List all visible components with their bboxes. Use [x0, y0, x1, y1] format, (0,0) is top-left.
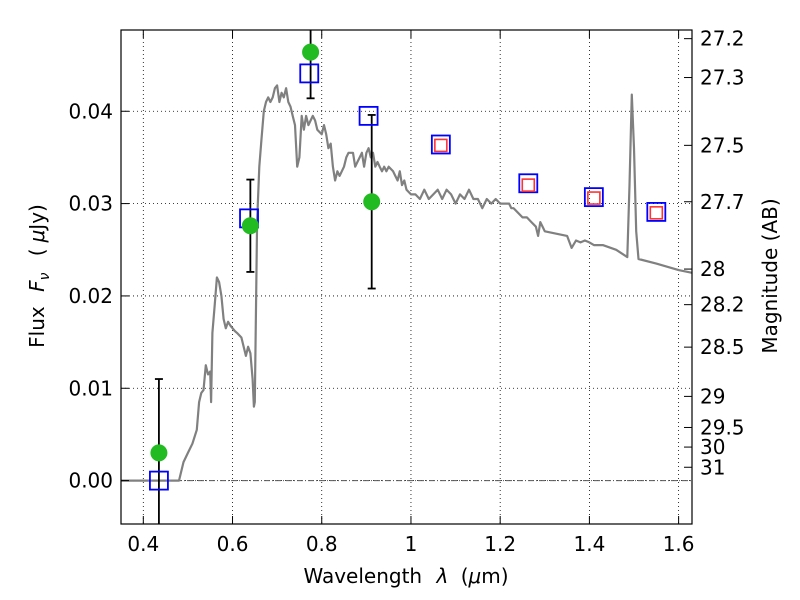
x-axis-label-unit-open: (	[461, 564, 469, 588]
magnitude-tick-label: 29.5	[700, 415, 745, 439]
predicted-flux-marker	[587, 191, 601, 205]
predicted-flux-layer	[434, 138, 664, 220]
y-axis-label-subscript: ν	[37, 272, 53, 280]
y-axis-label-symbol: F	[25, 280, 49, 292]
y-axis-label-unit-mu: μ	[25, 230, 49, 244]
magnitude-tick-label: 27.5	[700, 133, 745, 157]
x-tick-label: 0.8	[306, 532, 338, 556]
magnitude-axis-label: Magnitude (AB)	[758, 198, 782, 353]
model-flux-marker	[358, 105, 379, 126]
x-axis-ticks: 0.4 0.6 0.8 1 1.2 1.4 1.6	[127, 30, 695, 556]
x-axis-label-unit-mu: μ	[468, 564, 482, 588]
predicted-flux-marker	[649, 206, 664, 220]
x-axis-label-symbol: λ	[435, 564, 448, 588]
magnitude-tick-label: 28	[700, 257, 725, 281]
x-axis-label-unit-rest: m)	[481, 564, 508, 588]
magnitude-tick-label: 27.7	[700, 190, 745, 214]
x-tick-label: 1.2	[484, 532, 516, 556]
template-spectrum-line	[121, 84, 693, 482]
y-axis-label-prefix: Flux	[25, 306, 49, 348]
observed-flux-marker	[150, 444, 168, 462]
y-axis-label-unit-rest: Jy)	[25, 204, 49, 232]
y-tick-label: 0.03	[68, 192, 113, 216]
template-spectrum-layer	[121, 84, 693, 482]
x-tick-label: 1.4	[573, 532, 605, 556]
observed-flux-marker	[241, 217, 259, 235]
magnitude-tick-label: 31	[700, 455, 725, 479]
magnitude-tick-label: 29	[700, 384, 725, 408]
y-tick-label: 0.01	[68, 376, 113, 400]
model-flux-marker	[149, 470, 169, 491]
model-flux-marker	[299, 63, 320, 84]
x-tick-label: 1.6	[663, 532, 695, 556]
y-axis-label: Flux Fν ( μJy)	[25, 204, 54, 348]
x-axis-label: Wavelength λ (μm)	[303, 564, 508, 588]
observed-flux-marker	[302, 43, 320, 61]
magnitude-tick-label: 27.3	[700, 66, 745, 90]
predicted-flux-marker	[434, 138, 448, 153]
y-tick-label: 0.00	[68, 469, 113, 493]
y-tick-label: 0.04	[68, 99, 113, 123]
y-tick-label: 0.02	[68, 284, 113, 308]
y-axis-ticks: 0.00 0.01 0.02 0.03 0.04	[68, 99, 129, 493]
magnitude-tick-label: 28.2	[700, 293, 745, 317]
y-axis-label-unit-open: (	[25, 248, 49, 256]
magnitude-tick-label: 28.5	[700, 335, 745, 359]
x-axis-label-prefix: Wavelength	[303, 564, 422, 588]
x-tick-label: 0.4	[127, 532, 159, 556]
observed-flux-marker	[363, 193, 381, 211]
model-flux-marker	[518, 173, 539, 194]
magnitude-tick-label: 27.2	[700, 27, 745, 51]
x-tick-label: 0.6	[217, 532, 249, 556]
observed-flux-layer	[150, 43, 381, 462]
model-flux-marker	[646, 202, 667, 222]
x-tick-label: 1	[405, 532, 418, 556]
model-flux-marker	[430, 134, 451, 155]
model-flux-marker	[583, 187, 604, 208]
predicted-flux-marker	[521, 178, 536, 192]
magnitude-tick-label: 30	[700, 435, 725, 459]
plot-frame	[120, 29, 693, 525]
